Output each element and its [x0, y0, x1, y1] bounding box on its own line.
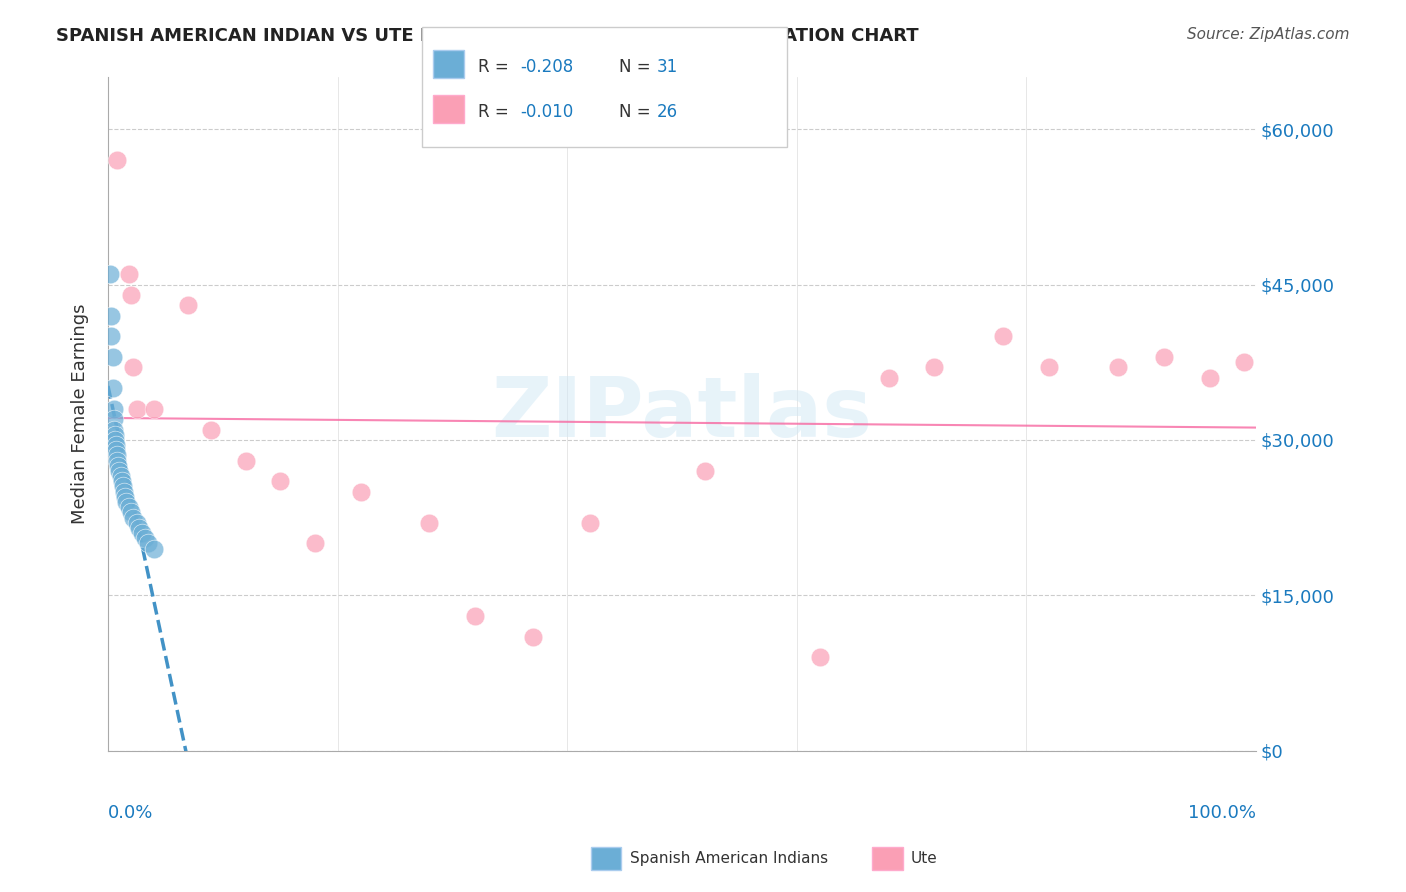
Text: ZIPatlas: ZIPatlas: [492, 374, 873, 455]
Text: Ute: Ute: [911, 851, 938, 866]
Text: 0.0%: 0.0%: [108, 805, 153, 822]
Point: [105, 443, 128, 458]
Text: N =: N =: [619, 58, 655, 76]
Point: [103, 412, 125, 426]
Point: [114, 490, 136, 504]
Point: [1199, 370, 1222, 384]
Text: Spanish American Indians: Spanish American Indians: [630, 851, 828, 866]
Point: [115, 495, 138, 509]
Text: Source: ZipAtlas.com: Source: ZipAtlas.com: [1187, 27, 1350, 42]
Point: [105, 453, 128, 467]
Point: [877, 370, 900, 384]
Point: [110, 469, 132, 483]
Point: [118, 500, 141, 515]
Text: R =: R =: [478, 103, 515, 120]
Point: [101, 350, 124, 364]
Point: [104, 433, 127, 447]
Text: 31: 31: [657, 58, 678, 76]
Point: [103, 423, 125, 437]
Text: 100.0%: 100.0%: [1188, 805, 1256, 822]
Point: [98, 267, 121, 281]
Point: [100, 329, 122, 343]
Point: [108, 464, 131, 478]
Text: N =: N =: [619, 103, 655, 120]
Point: [142, 401, 165, 416]
Point: [1038, 360, 1060, 375]
Point: [125, 401, 148, 416]
Point: [125, 516, 148, 530]
Point: [349, 484, 371, 499]
Point: [105, 449, 128, 463]
Text: R =: R =: [478, 58, 515, 76]
Point: [177, 298, 200, 312]
Text: SPANISH AMERICAN INDIAN VS UTE MEDIAN FEMALE EARNINGS CORRELATION CHART: SPANISH AMERICAN INDIAN VS UTE MEDIAN FE…: [56, 27, 920, 45]
Point: [136, 536, 159, 550]
Point: [120, 505, 142, 519]
Point: [418, 516, 440, 530]
Point: [131, 526, 153, 541]
Point: [104, 427, 127, 442]
Point: [103, 401, 125, 416]
Point: [105, 438, 128, 452]
Point: [924, 360, 946, 375]
Point: [118, 267, 141, 281]
Point: [122, 360, 145, 375]
Point: [522, 630, 544, 644]
Point: [111, 475, 134, 489]
Point: [808, 650, 831, 665]
Point: [693, 464, 716, 478]
Point: [122, 510, 145, 524]
Point: [142, 541, 165, 556]
Point: [111, 479, 134, 493]
Point: [112, 484, 135, 499]
Text: 26: 26: [657, 103, 678, 120]
Point: [128, 521, 150, 535]
Point: [120, 288, 142, 302]
Point: [235, 453, 257, 467]
Point: [579, 516, 602, 530]
Point: [105, 153, 128, 168]
Point: [200, 423, 222, 437]
Point: [304, 536, 326, 550]
Text: -0.010: -0.010: [520, 103, 574, 120]
Point: [134, 531, 156, 545]
Text: -0.208: -0.208: [520, 58, 574, 76]
Point: [993, 329, 1015, 343]
Point: [269, 475, 291, 489]
Point: [1107, 360, 1129, 375]
Point: [464, 608, 486, 623]
Point: [1233, 355, 1256, 369]
Point: [107, 458, 129, 473]
Point: [100, 309, 122, 323]
Point: [1153, 350, 1175, 364]
Point: [101, 381, 124, 395]
Y-axis label: Median Female Earnings: Median Female Earnings: [72, 304, 89, 524]
